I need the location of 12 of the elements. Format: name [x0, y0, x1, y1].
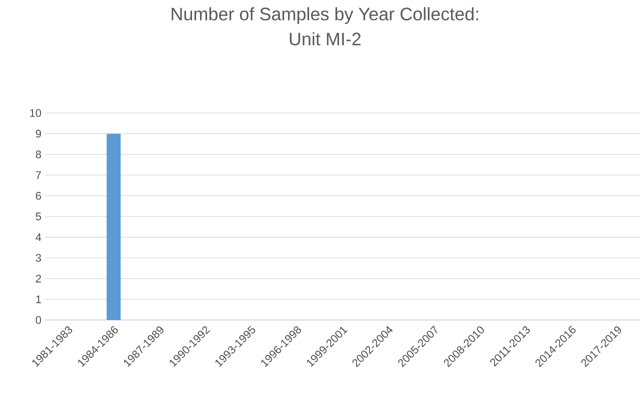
y-tick-label: 7 — [36, 171, 41, 179]
y-tick-label: 0 — [36, 316, 42, 324]
y-tick-label: 4 — [36, 233, 42, 241]
chart-title: Number of Samples by Year Collected: Unit MI-2 — [172, 7, 478, 46]
y-tick-label: 3 — [36, 254, 42, 262]
y-tick-label: 2 — [36, 274, 41, 282]
y-tick-label: 9 — [36, 130, 41, 138]
y-tick-label: 6 — [36, 192, 42, 200]
y-tick-label: 10 — [30, 109, 42, 117]
y-tick-label: 8 — [36, 150, 42, 158]
y-tick-label: 1 — [36, 296, 41, 304]
y-tick-label: 5 — [36, 212, 42, 220]
